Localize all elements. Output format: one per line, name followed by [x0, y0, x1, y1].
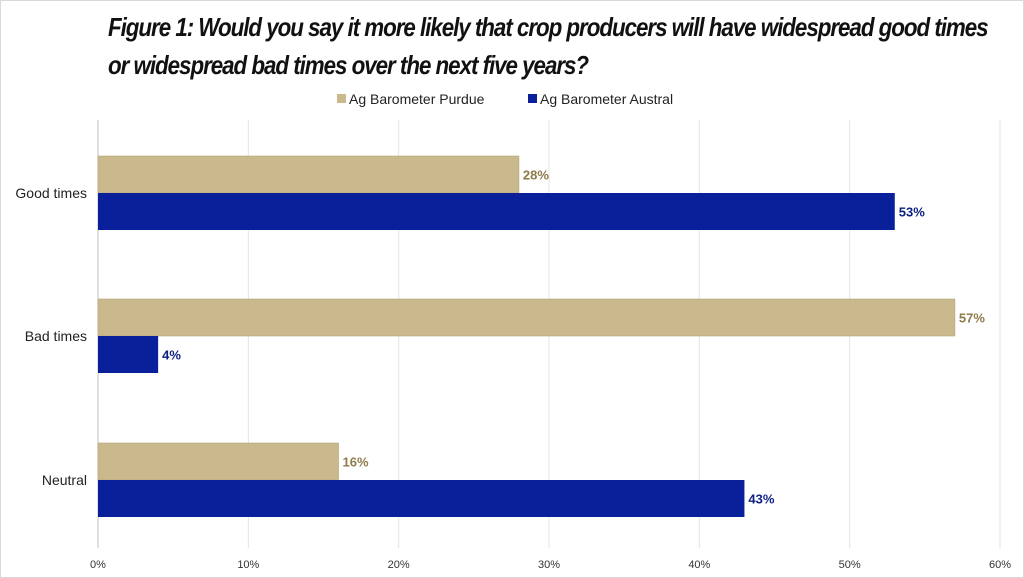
data-label: 57%	[959, 311, 985, 326]
x-tick-label: 0%	[90, 559, 106, 571]
data-label: 43%	[748, 492, 774, 507]
x-tick-label: 20%	[388, 559, 410, 571]
bar-purdue	[97, 298, 956, 337]
data-labels: 28% 57% 16% 53% 4% 43%	[162, 168, 985, 507]
chart-title: Figure 1: Would you say it more likely t…	[108, 8, 989, 84]
category-label: Good times	[15, 185, 87, 201]
x-axis-tick-labels: 0% 10% 20% 30% 40% 50% 60%	[90, 559, 1011, 571]
data-label: 16%	[343, 455, 369, 470]
category-label: Neutral	[42, 472, 87, 488]
chart-title-line-2: or widespread bad times over the next fi…	[108, 50, 589, 80]
x-tick-label: 50%	[839, 559, 861, 571]
legend-label-austral: Ag Barometer Austral	[540, 91, 673, 107]
legend: Ag Barometer Purdue Ag Barometer Austral	[337, 91, 673, 107]
bar-austral	[98, 480, 745, 517]
category-label: Bad times	[25, 328, 87, 344]
data-label: 28%	[523, 168, 549, 183]
legend-swatch-austral	[528, 94, 537, 103]
x-tick-label: 30%	[538, 559, 560, 571]
chart-title-line-1: Figure 1: Would you say it more likely t…	[108, 12, 989, 42]
bar-austral	[98, 193, 895, 230]
data-label: 4%	[162, 348, 181, 363]
x-tick-label: 10%	[237, 559, 259, 571]
legend-label-purdue: Ag Barometer Purdue	[349, 91, 485, 107]
bar-austral	[98, 336, 159, 373]
bar-purdue	[97, 442, 339, 481]
data-label: 53%	[899, 205, 925, 220]
category-labels: Good times Bad times Neutral	[15, 185, 87, 488]
bars	[97, 155, 956, 517]
legend-swatch-purdue	[337, 94, 346, 103]
x-tick-label: 60%	[989, 559, 1011, 571]
x-tick-label: 40%	[688, 559, 710, 571]
bar-purdue	[97, 155, 520, 194]
